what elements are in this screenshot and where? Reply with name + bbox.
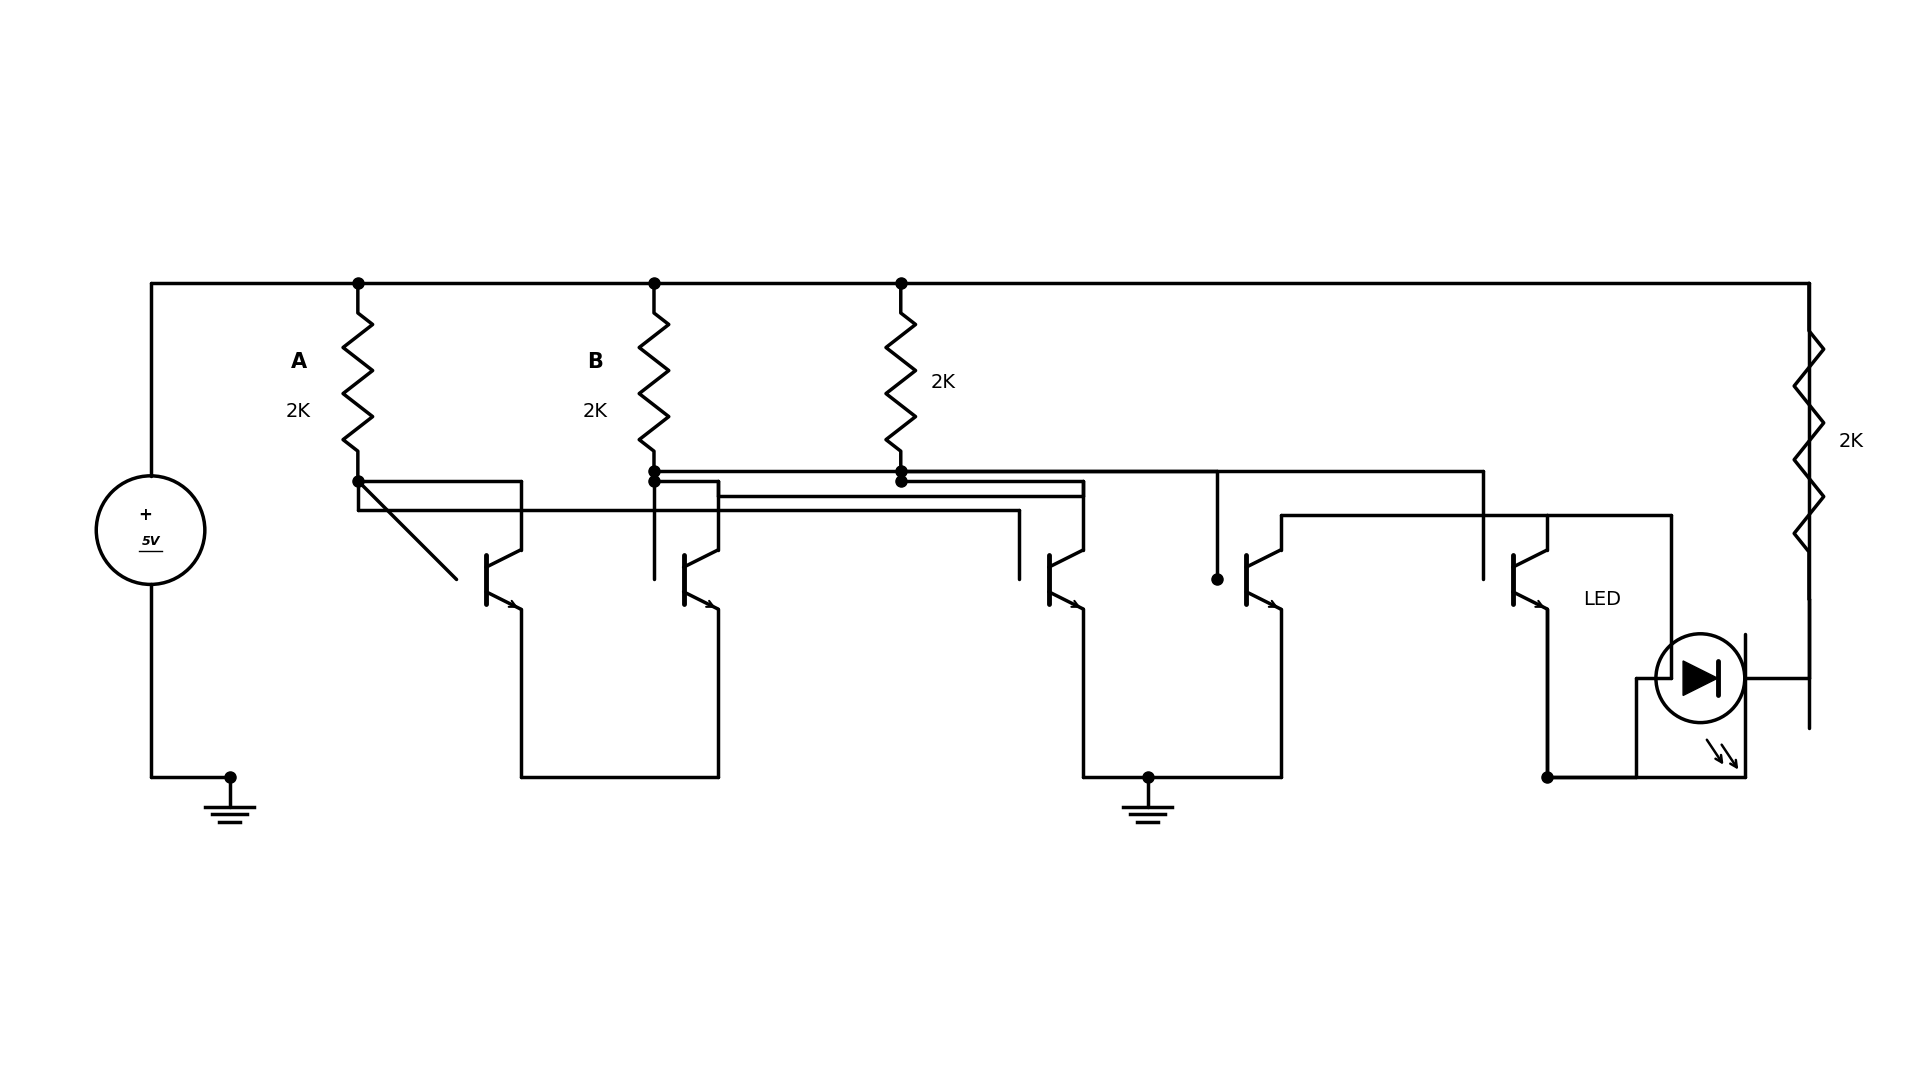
Text: B: B bbox=[588, 352, 603, 373]
Text: LED: LED bbox=[1582, 590, 1620, 609]
Text: 2K: 2K bbox=[1839, 432, 1864, 450]
Polygon shape bbox=[1684, 661, 1718, 696]
Text: 2K: 2K bbox=[582, 402, 607, 421]
Text: 5V: 5V bbox=[142, 536, 159, 549]
Text: 2K: 2K bbox=[286, 402, 311, 421]
Text: +: + bbox=[138, 507, 152, 524]
Text: A: A bbox=[290, 352, 307, 373]
Text: 2K: 2K bbox=[931, 373, 956, 392]
